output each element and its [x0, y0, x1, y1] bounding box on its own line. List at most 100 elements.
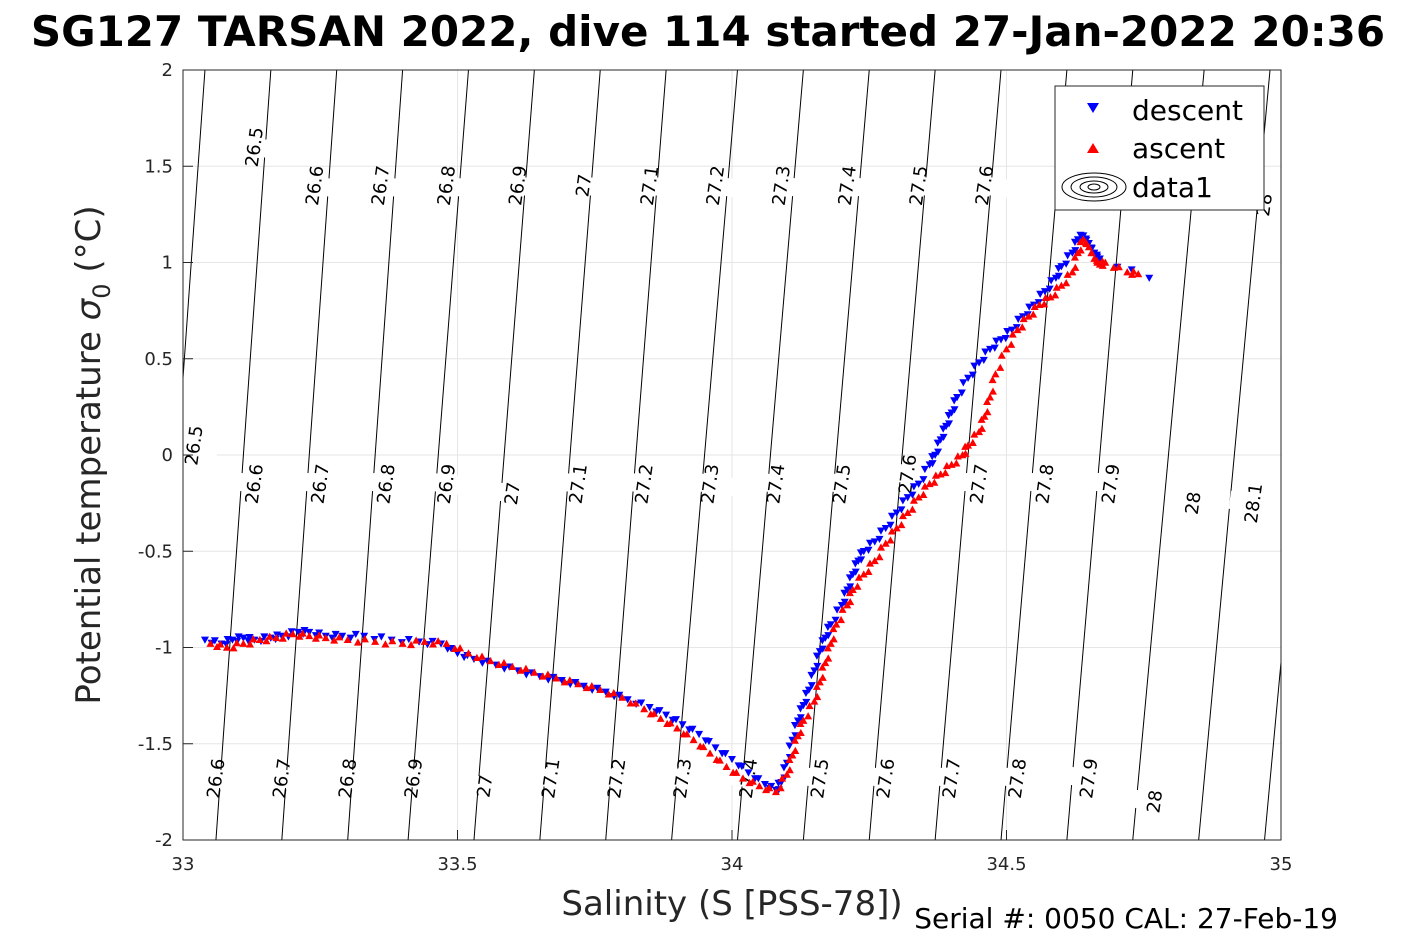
contour-label-background — [1085, 471, 1136, 497]
ascent-point — [988, 387, 997, 395]
ascent-point — [442, 639, 451, 647]
ascent-point — [886, 536, 895, 544]
ascent-point — [988, 375, 997, 384]
ascent-point — [765, 784, 774, 792]
contour-label-background — [685, 471, 736, 497]
descent-point — [824, 632, 833, 640]
y-tick-label: -2 — [155, 830, 173, 851]
ascent-point — [1040, 300, 1049, 308]
contour-label-background — [926, 766, 977, 791]
ascent-point — [964, 441, 973, 449]
descent-point — [711, 744, 720, 752]
descent-point — [807, 682, 816, 690]
legend-data1-label: data1 — [1132, 171, 1213, 204]
y-axis-label-unit: (°C) — [69, 205, 109, 283]
descent-point — [779, 764, 788, 772]
ascent-point — [983, 397, 992, 405]
chart-title: SG127 TARSAN 2022, dive 114 started 27-J… — [31, 7, 1385, 56]
ascent-point — [682, 730, 691, 738]
contour-label-background — [355, 173, 406, 198]
ascent-point — [870, 556, 879, 565]
descent-point — [908, 491, 917, 499]
contour-label-background — [794, 766, 845, 791]
contour-label-background — [882, 461, 933, 487]
descent-point — [953, 394, 962, 402]
ascent-point — [875, 553, 884, 561]
contour-label-background — [1019, 471, 1070, 497]
ascent-point — [799, 716, 808, 724]
descent-point — [812, 652, 821, 660]
ascent-point — [381, 640, 390, 648]
descent-point — [898, 497, 907, 505]
contour-label: 27 — [501, 481, 525, 507]
descent-point — [1025, 303, 1034, 311]
ascent-point — [897, 520, 906, 529]
contour-label-background — [1063, 766, 1114, 791]
ascent-point — [930, 478, 939, 486]
descent-point — [1145, 274, 1154, 282]
ascent-point — [1076, 246, 1085, 254]
descent-point — [695, 730, 704, 739]
contour-label-background — [1228, 490, 1279, 516]
descent-point — [1040, 288, 1049, 296]
ascent-point — [1046, 293, 1055, 301]
density-contour-line — [539, 70, 601, 840]
ascent-point — [813, 692, 822, 701]
descent-point — [662, 711, 671, 719]
ascent-point — [1071, 263, 1080, 271]
density-contour-line — [605, 70, 667, 840]
descent-point — [760, 780, 769, 789]
descent-point — [831, 616, 840, 624]
descent-point — [903, 494, 912, 502]
ascent-point — [278, 634, 287, 642]
ascent-point — [699, 742, 708, 751]
y-tick-label: -0.5 — [138, 541, 173, 562]
density-contour-line — [802, 70, 870, 840]
descent-point — [645, 703, 654, 712]
contour-label-background — [822, 173, 873, 198]
ascent-point — [574, 680, 583, 688]
ascent-point — [673, 724, 682, 732]
ascent-point — [1024, 312, 1033, 320]
ascent-point — [388, 637, 397, 645]
descent-point — [331, 630, 340, 639]
contour-label-background — [558, 173, 609, 198]
y-axis-label-main: Potential temperature — [69, 320, 109, 704]
ascent-point — [650, 709, 659, 717]
ascent-point — [823, 644, 832, 652]
ascent-point — [738, 774, 747, 782]
ascent-series — [206, 235, 1143, 796]
ascent-point — [778, 774, 787, 782]
descent-point — [1007, 326, 1016, 334]
descent-point — [959, 379, 968, 387]
ascent-point — [748, 777, 757, 785]
ascent-point — [1052, 283, 1061, 291]
ascent-point — [1068, 268, 1077, 276]
descent-point — [804, 686, 813, 694]
descent-point — [813, 662, 822, 671]
descent-point — [887, 512, 896, 520]
descent-point — [975, 359, 984, 367]
ascent-point — [305, 631, 314, 640]
contour-label-background — [190, 766, 241, 791]
descent-point — [859, 548, 868, 556]
ascent-point — [771, 787, 780, 796]
descent-point — [968, 371, 977, 379]
contour-label-background — [992, 766, 1043, 791]
ascent-point — [298, 629, 307, 637]
contour-label: 27 — [572, 173, 596, 199]
descent-point — [571, 678, 580, 687]
descent-point — [549, 673, 558, 682]
ascent-point — [818, 663, 827, 671]
contour-label-background — [553, 471, 604, 497]
descent-point — [601, 688, 610, 696]
x-axis-ticks: 33 33.5 34 34.5 35 — [172, 830, 1292, 875]
ascent-point — [216, 640, 225, 648]
descent-point — [579, 682, 588, 690]
density-contour-line — [868, 70, 936, 840]
ascent-point — [618, 693, 627, 701]
ascent-point — [908, 505, 917, 513]
contour-label-background — [361, 471, 412, 497]
ascent-point — [821, 658, 830, 667]
